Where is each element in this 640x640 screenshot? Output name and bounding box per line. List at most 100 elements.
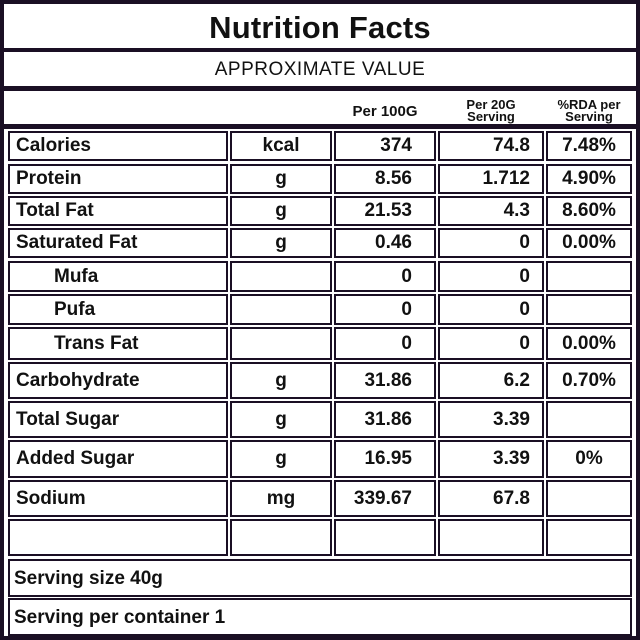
column-header-per-serving-l2: Serving bbox=[467, 109, 515, 124]
cell-unit: g bbox=[275, 168, 287, 189]
cell-border bbox=[546, 440, 632, 478]
cell-perServing: 0 bbox=[519, 332, 530, 354]
column-header-per-serving-l1: Per 20G bbox=[466, 97, 516, 112]
table-row: Total Sugar g 31.86 3.39 bbox=[4, 401, 636, 438]
cell-unit: mg bbox=[266, 487, 296, 509]
cell-rda: 4.90% bbox=[562, 168, 616, 189]
cell-per100: 0 bbox=[401, 265, 412, 287]
cell-border bbox=[230, 261, 332, 292]
cell-perServing: 4.3 bbox=[503, 200, 530, 221]
cell-border bbox=[8, 228, 228, 258]
table-row: Pufa 0 0 bbox=[4, 294, 636, 325]
table-row: Carbohydrate g 31.86 6.2 0.70% bbox=[4, 362, 636, 399]
cell-per100: 374 bbox=[380, 135, 412, 156]
table-header-row: Per 100G Per 20G Serving %RDA per Serving bbox=[4, 95, 636, 127]
cell-per100: 31.86 bbox=[364, 408, 412, 430]
cell-border bbox=[8, 164, 228, 194]
cell-perServing: 3.39 bbox=[493, 408, 530, 430]
cell-border bbox=[8, 362, 228, 399]
title-divider bbox=[4, 48, 636, 52]
cell-border bbox=[8, 440, 228, 478]
cell-border bbox=[334, 401, 436, 438]
cell-perServing bbox=[440, 519, 542, 556]
table-row: Calories kcal 374 74.8 7.48% bbox=[4, 131, 636, 161]
cell-per100: 0 bbox=[401, 332, 412, 354]
cell-border bbox=[334, 440, 436, 478]
cell-border bbox=[546, 196, 632, 226]
cell-border bbox=[546, 164, 632, 194]
cell-rda bbox=[548, 401, 630, 438]
cell-perServing: 0 bbox=[519, 265, 530, 287]
cell-unit bbox=[232, 519, 330, 556]
cell-border bbox=[546, 480, 632, 517]
cell-border bbox=[230, 480, 332, 517]
cell-border bbox=[230, 294, 332, 325]
table-row: Protein g 8.56 1.712 4.90% bbox=[4, 164, 636, 194]
column-header-per-100g: Per 100G bbox=[352, 102, 418, 120]
cell-name: Trans Fat bbox=[54, 332, 139, 354]
cell-border bbox=[438, 164, 544, 194]
cell-perServing: 67.8 bbox=[493, 487, 530, 509]
page-title: Nutrition Facts bbox=[209, 10, 431, 45]
table-row: Sodium mg 339.67 67.8 bbox=[4, 480, 636, 517]
cell-unit bbox=[232, 327, 330, 360]
cell-rda: 8.60% bbox=[562, 200, 616, 221]
cell-border bbox=[8, 196, 228, 226]
cell-border bbox=[546, 294, 632, 325]
cell-border bbox=[230, 228, 332, 258]
cell-unit: g bbox=[275, 448, 287, 469]
cell-rda: 0.00% bbox=[562, 332, 616, 354]
cell-border bbox=[438, 294, 544, 325]
cell-border bbox=[438, 480, 544, 517]
column-header-rda: %RDA per Serving bbox=[548, 95, 630, 127]
cell-border bbox=[8, 131, 228, 161]
cell-rda: 0.70% bbox=[562, 369, 616, 391]
cell-perServing: 74.8 bbox=[493, 135, 530, 156]
table-row bbox=[4, 519, 636, 556]
cell-border bbox=[438, 196, 544, 226]
cell-border bbox=[230, 327, 332, 360]
cell-border bbox=[334, 362, 436, 399]
cell-name: Saturated Fat bbox=[16, 232, 138, 253]
cell-border bbox=[230, 164, 332, 194]
table-row: Saturated Fat g 0.46 0 0.00% bbox=[4, 228, 636, 258]
cell-perServing: 1.712 bbox=[482, 168, 530, 189]
cell-name: Total Sugar bbox=[16, 408, 120, 430]
cell-rda bbox=[548, 294, 630, 325]
table-row: Mufa 0 0 bbox=[4, 261, 636, 292]
table-row: Trans Fat 0 0 0.00% bbox=[4, 327, 636, 360]
column-header-per-serving: Per 20G Serving bbox=[440, 95, 542, 127]
cell-unit: g bbox=[275, 408, 287, 430]
cell-per100: 8.56 bbox=[375, 168, 412, 189]
cell-border bbox=[230, 440, 332, 478]
cell-border bbox=[546, 362, 632, 399]
cell-perServing: 3.39 bbox=[493, 448, 530, 469]
cell-name: Added Sugar bbox=[16, 448, 135, 469]
cell-rda bbox=[548, 519, 630, 556]
cell-border bbox=[230, 401, 332, 438]
cell-unit: kcal bbox=[262, 135, 300, 156]
table-row: Added Sugar g 16.95 3.39 0% bbox=[4, 440, 636, 478]
approximate-value-label: APPROXIMATE VALUE bbox=[214, 59, 426, 80]
cell-border bbox=[546, 261, 632, 292]
cell-border bbox=[334, 294, 436, 325]
cell-border bbox=[8, 294, 228, 325]
cell-name: Carbohydrate bbox=[16, 369, 140, 391]
cell-per100: 21.53 bbox=[364, 200, 412, 221]
cell-border bbox=[334, 261, 436, 292]
serving-size-box bbox=[8, 559, 632, 597]
cell-border bbox=[8, 261, 228, 292]
cell-border bbox=[8, 327, 228, 360]
cell-border bbox=[546, 327, 632, 360]
cell-border bbox=[438, 261, 544, 292]
cell-border bbox=[8, 519, 228, 556]
cell-border bbox=[334, 519, 436, 556]
header-divider bbox=[4, 124, 636, 129]
cell-perServing: 0 bbox=[519, 298, 530, 320]
cell-border bbox=[334, 164, 436, 194]
cell-unit: g bbox=[275, 369, 287, 391]
column-header-rda-l2: Serving bbox=[565, 109, 613, 124]
cell-border bbox=[334, 480, 436, 517]
cell-perServing: 6.2 bbox=[503, 369, 530, 391]
